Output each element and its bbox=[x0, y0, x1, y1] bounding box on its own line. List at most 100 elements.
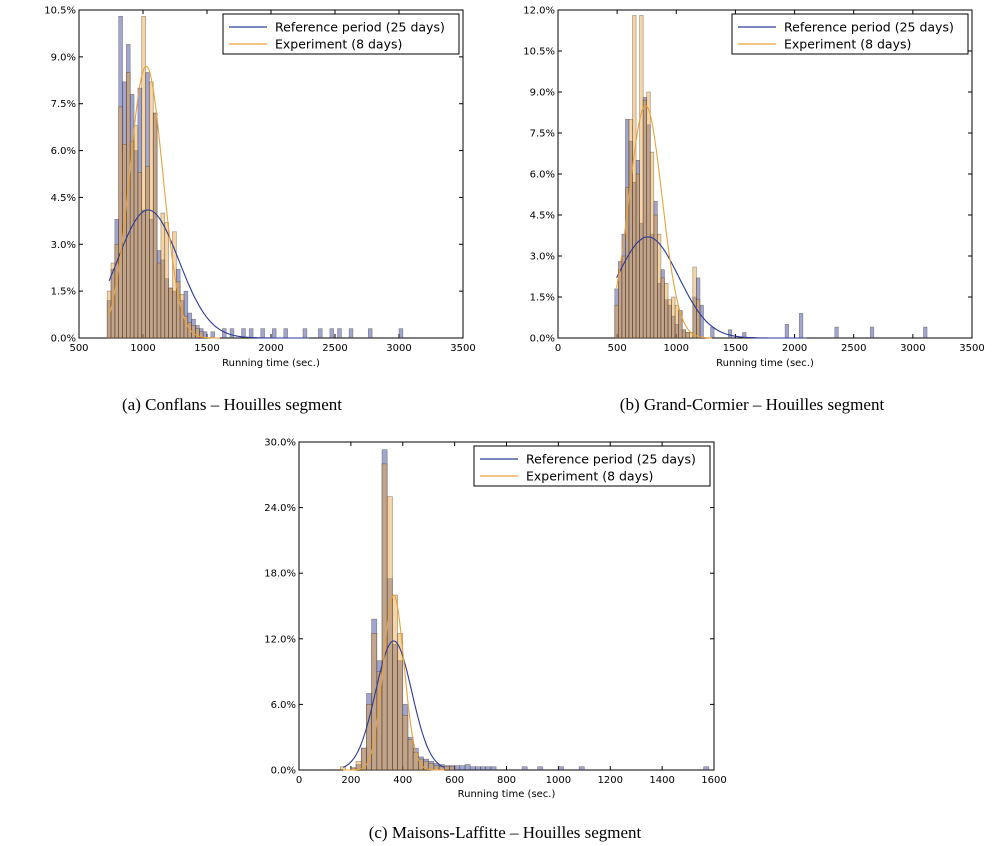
histogram-bar bbox=[229, 328, 235, 339]
histogram-bar bbox=[699, 304, 704, 339]
chart-grand-cormier-houilles: 0.0% 1.5% 3.0% 4.5% 6.0% 7.5% 9.0% 10.5% 12.0% 0… bbox=[523, 6, 985, 415]
x-tick-label: 1500 bbox=[194, 343, 219, 354]
histogram-bar bbox=[869, 326, 875, 339]
y-tick-label: 18.0% bbox=[264, 569, 296, 580]
histogram-bar bbox=[784, 324, 789, 339]
x-tick-label: 1400 bbox=[649, 775, 674, 786]
y-tick-label: 9.0% bbox=[51, 52, 76, 63]
y-tick-label: 6.0% bbox=[530, 170, 555, 181]
x-tick-label: 1500 bbox=[723, 343, 748, 354]
y-tick-label: 12.0% bbox=[264, 634, 296, 645]
fit-curves bbox=[342, 594, 445, 771]
histogram-bar bbox=[692, 266, 697, 339]
x-axis: 500 1000 1500 2000 2500 3000 3500 bbox=[69, 10, 476, 354]
legend-box bbox=[731, 13, 969, 55]
y-tick-label: 3.0% bbox=[530, 252, 555, 263]
chart-maisons-laffitte-houilles: 0.0% 6.0% 12.0% 18.0% 24.0% 30.0% 0 200 400 600 8… bbox=[264, 438, 727, 843]
x-tick-label: 3000 bbox=[900, 343, 925, 354]
legend-label: Experiment (8 days) bbox=[526, 469, 653, 484]
x-tick-label: 1000 bbox=[546, 775, 571, 786]
y-tick-label: 4.5% bbox=[530, 211, 555, 222]
x-tick-label: 200 bbox=[341, 775, 360, 786]
x-axis-label: Running time (sec.) bbox=[716, 358, 814, 369]
histogram-bar bbox=[168, 287, 173, 339]
legend-label: Experiment (8 days) bbox=[784, 37, 911, 52]
y-axis: 0.0% 6.0% 12.0% 18.0% 24.0% 30.0% bbox=[264, 438, 714, 777]
histogram-bar bbox=[667, 299, 672, 339]
y-tick-label: 7.5% bbox=[51, 99, 76, 110]
plot-frame bbox=[298, 441, 715, 771]
histogram-bar bbox=[490, 766, 497, 771]
histogram-bars bbox=[614, 15, 928, 339]
x-tick-label: 1600 bbox=[701, 775, 726, 786]
x-tick-label: 1200 bbox=[598, 775, 623, 786]
histogram-bar bbox=[614, 304, 619, 339]
x-tick-label: 400 bbox=[393, 775, 412, 786]
histogram-bar bbox=[318, 328, 323, 339]
histogram-bar bbox=[210, 331, 215, 339]
y-axis: 0.0% 1.5% 3.0% 4.5% 6.0% 7.5% 9.0% 10.5% 12.0% bbox=[523, 6, 972, 345]
y-tick-label: 4.5% bbox=[51, 193, 76, 204]
histogram-bar bbox=[199, 331, 204, 339]
histogram-bar bbox=[443, 766, 450, 771]
legend-label: Reference period (25 days) bbox=[784, 20, 954, 35]
y-tick-label: 7.5% bbox=[530, 129, 555, 140]
histogram-bar bbox=[381, 463, 388, 771]
histogram-bar bbox=[348, 328, 354, 339]
histogram-bar bbox=[386, 496, 393, 771]
histogram-bar bbox=[126, 72, 131, 339]
x-tick-label: 1000 bbox=[664, 343, 689, 354]
histogram-bar bbox=[678, 310, 683, 339]
x-tick-label: 0 bbox=[296, 775, 302, 786]
histogram-bar bbox=[621, 255, 626, 339]
x-tick-label: 3500 bbox=[959, 343, 984, 354]
figure-caption: (a) Conflans – Houilles segment bbox=[122, 395, 342, 414]
histogram-bar bbox=[164, 222, 169, 339]
histogram-bar bbox=[241, 328, 246, 339]
y-tick-label: 1.5% bbox=[530, 293, 555, 304]
histogram-bar bbox=[454, 765, 461, 771]
histogram-bar bbox=[649, 151, 655, 339]
histogram-bar bbox=[475, 766, 481, 771]
histogram-bars bbox=[340, 449, 710, 771]
histogram-bar bbox=[578, 766, 585, 771]
histogram-bar bbox=[834, 326, 839, 339]
x-axis: 0 500 1000 1500 2000 2500 3000 3500 bbox=[555, 10, 985, 354]
histogram-bar bbox=[696, 299, 701, 339]
histogram-bar bbox=[799, 313, 804, 339]
y-tick-label: 30.0% bbox=[264, 438, 296, 449]
x-axis-label: Running time (sec.) bbox=[222, 358, 320, 369]
histogram-bar bbox=[685, 332, 690, 339]
histogram-bar bbox=[412, 752, 419, 771]
histogram-bar bbox=[728, 329, 733, 339]
histogram-bar bbox=[653, 214, 658, 339]
x-tick-label: 2500 bbox=[322, 343, 347, 354]
histogram-bar bbox=[923, 326, 928, 339]
histogram-bar bbox=[137, 172, 143, 339]
histogram-bar bbox=[141, 15, 146, 339]
histogram-bar bbox=[433, 765, 440, 771]
histogram-bar bbox=[367, 328, 373, 339]
x-tick-label: 2500 bbox=[841, 343, 866, 354]
histogram-bar bbox=[397, 633, 404, 771]
y-tick-label: 0.0% bbox=[530, 334, 555, 345]
fit-curve bbox=[108, 65, 220, 339]
x-tick-label: 600 bbox=[445, 775, 464, 786]
x-tick-label: 500 bbox=[69, 343, 88, 354]
histogram-bar bbox=[558, 766, 564, 771]
y-tick-label: 10.5% bbox=[523, 47, 555, 58]
y-tick-label: 9.0% bbox=[530, 88, 555, 99]
histogram-bar bbox=[480, 766, 487, 771]
histogram-bar bbox=[674, 304, 679, 339]
histogram-bar bbox=[133, 125, 139, 339]
histogram-bar bbox=[537, 766, 544, 771]
histogram-bar bbox=[646, 91, 651, 339]
x-tick-label: 500 bbox=[608, 343, 627, 354]
x-tick-label: 2000 bbox=[782, 343, 807, 354]
histogram-bar bbox=[248, 328, 254, 339]
histogram-bar bbox=[271, 328, 277, 339]
histogram-bar bbox=[681, 329, 687, 339]
x-tick-label: 3000 bbox=[386, 343, 411, 354]
x-axis-label: Running time (sec.) bbox=[458, 789, 556, 800]
histogram-bar bbox=[618, 269, 623, 339]
